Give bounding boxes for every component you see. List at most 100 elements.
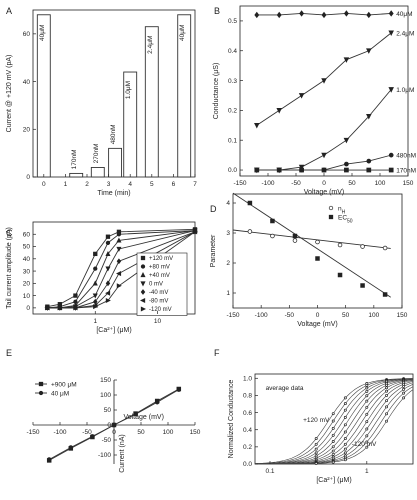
panel-letter-b: B: [214, 6, 220, 16]
point-c-5-5: [115, 270, 122, 277]
point-f-2-1: [331, 426, 335, 430]
point-f-3-0: [314, 451, 318, 455]
legend-marker-c-3: [140, 281, 146, 287]
point-b-1-6: [388, 30, 394, 37]
series-label-b-1: 2.4μM: [396, 30, 414, 37]
x-tick-label-f-0: 0.1: [265, 468, 274, 475]
point-b-1-3: [321, 78, 327, 84]
point-b-3-4: [344, 161, 349, 167]
point-c-6-4: [105, 297, 111, 304]
x-tick-label-e-3: 0: [112, 429, 116, 436]
point-c-1-3: [93, 266, 98, 271]
point-f-5-4: [385, 383, 389, 387]
point-b-4-1: [276, 167, 282, 173]
bar-1: [69, 172, 84, 178]
point-f-7-1: [331, 452, 335, 456]
point-f-2-0: [314, 447, 318, 451]
point-b-0-4: [343, 10, 349, 17]
x-tick-label-a-2: 2: [85, 181, 89, 188]
y-tick-label-c-3: 30: [23, 268, 31, 275]
plot-frame-d: [232, 193, 403, 309]
panel-letter-d: D: [210, 204, 217, 214]
point-f-8-4: [385, 393, 389, 397]
y-tick-label-f-4: 0.8: [243, 393, 252, 400]
x-tick-label-b-3: 0: [322, 180, 326, 187]
x-tick-label-f-1: 1: [365, 468, 369, 475]
legend-label-e-1: 40 μM: [51, 390, 69, 397]
legend-label-c-5: -80 mV: [149, 299, 168, 305]
y-tick-label-a-0: 0: [26, 174, 30, 181]
x-tick-label-a-7: 7: [193, 181, 197, 188]
panel-letter-c: C: [6, 228, 13, 238]
bar-3: [108, 147, 123, 178]
y-axis-label-d: Parameter: [210, 234, 217, 267]
y-tick-label-b-3: 0.3: [228, 78, 237, 85]
legend-marker-c-1: [140, 264, 146, 269]
point-f-7-4: [385, 389, 389, 393]
point-f-1-0: [314, 442, 318, 446]
y-tick-label-a-2: 40: [23, 79, 31, 86]
x-tick-label-b-4: 50: [348, 180, 356, 187]
x-tick-label-d-2: -50: [285, 312, 295, 319]
legend-label-c-0: +120 mV: [149, 256, 173, 262]
point-b-4-5: [366, 167, 372, 173]
x-axis-label-a: Time (min): [97, 190, 130, 197]
point-e-1-6: [176, 387, 182, 392]
panel-letter-f: F: [214, 348, 220, 358]
legend-label-c-3: 0 mV: [149, 282, 163, 288]
annotation-average-data: average data: [266, 385, 304, 392]
point-b-2-4: [343, 137, 350, 144]
point-b-4-0: [254, 167, 260, 173]
point-c-0-2: [73, 293, 78, 298]
x-tick-label-c-0: 1: [93, 318, 97, 325]
y-axis-label-a: Current @ +120 mV (pA): [6, 55, 13, 133]
point-f-6-4: [385, 386, 389, 390]
series-label-b-4: 170nM: [396, 168, 416, 175]
x-tick-label-e-2: -50: [82, 429, 92, 436]
point-f-12-0: [314, 461, 318, 465]
legend-marker-c-6: [140, 306, 146, 312]
x-tick-label-d-0: -150: [226, 312, 239, 319]
x-tick-label-d-3: 0: [316, 312, 320, 319]
bar-label-4: 1.0μM: [125, 81, 132, 99]
x-tick-label-d-6: 150: [397, 312, 408, 319]
x-tick-label-b-0: -150: [233, 180, 246, 187]
point-b-2-2: [298, 164, 305, 171]
x-tick-label-d-1: -100: [255, 312, 268, 319]
point-c-6-6: [192, 229, 198, 235]
point-e-1-5: [154, 399, 160, 405]
point-b-2-5: [366, 114, 372, 120]
y-axis-label-b: Conductance (μS): [213, 63, 220, 120]
point-f-10-2: [343, 454, 347, 458]
point-f-5-2: [343, 430, 347, 434]
y-tick-label-d-2: 3: [226, 230, 230, 237]
point-c-0-4: [105, 234, 111, 239]
point-c-3-4: [105, 266, 111, 272]
y-tick-label-f-3: 0.6: [243, 410, 252, 417]
bar-label-1: 170nM: [71, 149, 78, 169]
point-f-6-1: [331, 449, 335, 453]
point-f-5-3: [365, 399, 369, 403]
x-tick-label-b-5: 100: [375, 180, 386, 187]
panel-c: +120 mV +80 mV +40 mV 0 mV -40 mV -80 mV -120 …: [6, 221, 198, 334]
point-d-1-5: [360, 283, 365, 288]
y-tick-label-f-0: 0.0: [243, 461, 252, 468]
point-b-4-6: [388, 167, 394, 173]
point-f-0-2: [343, 396, 347, 400]
point-b-0-3: [321, 11, 327, 19]
point-f-7-3: [365, 412, 369, 416]
legend-label-c-4: -40 mV: [149, 290, 168, 296]
legend-marker-e-1: [38, 390, 44, 396]
point-f-1-2: [343, 402, 347, 406]
y-tick-label-b-1: 0.1: [228, 137, 237, 144]
point-f-4-1: [331, 440, 335, 443]
y-tick-label-e-4: 100: [100, 392, 111, 399]
point-b-1-4: [343, 57, 350, 63]
y-tick-label-e-1: -50: [102, 437, 112, 444]
point-f-6-2: [343, 437, 347, 441]
y-tick-label-e-5: 150: [100, 377, 111, 384]
x-tick-label-b-2: -50: [291, 180, 301, 187]
point-c-0-3: [93, 251, 98, 257]
point-d-0-1: [270, 233, 275, 239]
